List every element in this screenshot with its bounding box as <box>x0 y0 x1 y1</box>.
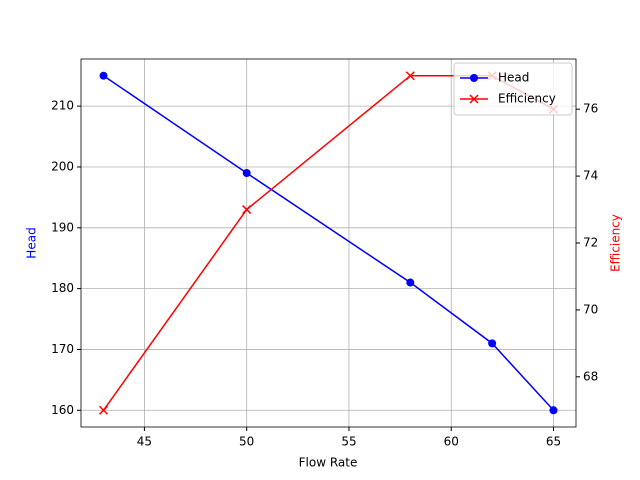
marker <box>488 339 497 348</box>
x-tick-label: 65 <box>546 435 561 449</box>
y-tick-label: 170 <box>51 342 74 356</box>
y-tick-label: 180 <box>51 281 74 295</box>
y2-tick-label: 74 <box>583 169 598 183</box>
x-tick-label: 50 <box>239 435 254 449</box>
legend-label: Head <box>498 71 529 85</box>
series-line <box>103 75 555 411</box>
legend-label: Efficiency <box>498 92 556 106</box>
marker <box>406 278 415 287</box>
marker <box>405 71 415 81</box>
x-tick-label: 55 <box>341 435 356 449</box>
y2-tick-label: 76 <box>583 102 598 116</box>
y-tick-label: 200 <box>51 159 74 173</box>
y-tick-label: 190 <box>51 220 74 234</box>
marker <box>99 71 108 80</box>
y2-tick-label: 70 <box>583 302 598 316</box>
x-axis-label: Flow Rate <box>299 456 358 470</box>
y2-tick-label: 72 <box>583 236 598 250</box>
y-tick-label: 160 <box>51 403 74 417</box>
y2-axis-label: Efficiency <box>609 214 623 272</box>
marker <box>98 405 109 415</box>
x-tick-label: 60 <box>444 435 459 449</box>
marker <box>549 406 558 415</box>
y2-tick-label: 68 <box>583 369 598 383</box>
marker <box>242 205 252 215</box>
marker <box>242 169 251 178</box>
x-tick-label: 45 <box>137 435 152 449</box>
plot-frame <box>80 58 577 428</box>
y-axis-label: Head <box>25 227 39 258</box>
legend-marker <box>470 74 478 82</box>
legend-box <box>453 62 573 116</box>
series-line <box>102 74 554 411</box>
y-tick-label: 210 <box>51 99 74 113</box>
legend-marker <box>469 94 479 104</box>
